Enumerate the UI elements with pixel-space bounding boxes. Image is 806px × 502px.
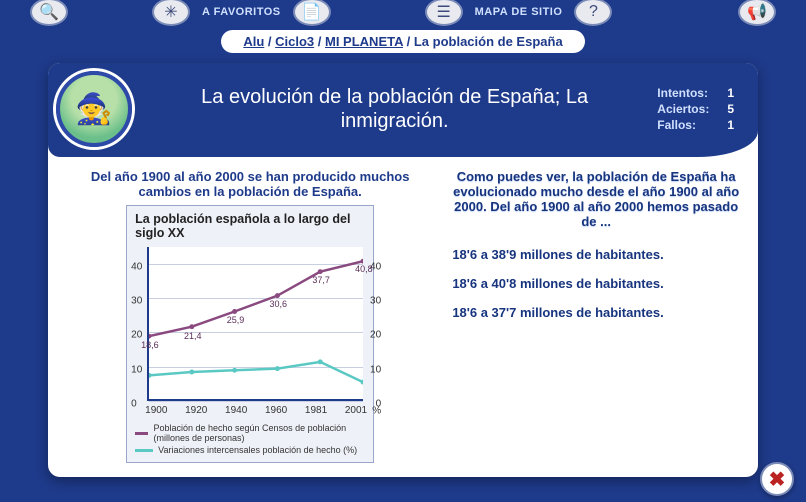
page-title: La evolución de la población de España; … xyxy=(144,85,645,133)
chart-x-labels: 190019201940196019812001 xyxy=(127,403,373,418)
stat-fallos-val: 1 xyxy=(727,118,734,132)
question-text: Como puedes ver, la población de España … xyxy=(448,169,744,229)
legend-swatch-teal xyxy=(135,449,153,452)
chart-legend: Población de hecho según Censos de pobla… xyxy=(127,418,373,462)
lesson-card: 🧙 La evolución de la población de España… xyxy=(48,63,758,477)
breadcrumb-link-2[interactable]: MI PLANETA xyxy=(325,34,403,49)
breadcrumb-link-0[interactable]: Alu xyxy=(243,34,264,49)
stat-intentos-val: 1 xyxy=(727,86,734,100)
chart-plot-area: 001010202030304040%18,621,425,930,637,74… xyxy=(147,247,363,401)
legend-label-1: Variaciones intercensales población de h… xyxy=(158,445,357,455)
card-header: 🧙 La evolución de la población de España… xyxy=(48,63,758,157)
doc-icon[interactable]: 📄 xyxy=(293,0,331,26)
breadcrumb-sep: / xyxy=(318,34,325,49)
stat-fallos-label: Fallos: xyxy=(657,118,709,132)
answer-option-2[interactable]: 18'6 a 37'7 millones de habitantes. xyxy=(452,305,744,320)
score-stats: Intentos: 1 Aciertos: 5 Fallos: 1 xyxy=(657,86,734,132)
card-body: Del año 1900 al año 2000 se han producid… xyxy=(48,157,758,477)
legend-item-0: Población de hecho según Censos de pobla… xyxy=(135,423,365,444)
breadcrumb-current: La población de España xyxy=(414,34,563,49)
breadcrumb-sep: / xyxy=(407,34,414,49)
population-chart: La población española a lo largo del sig… xyxy=(126,205,374,463)
breadcrumb-link-1[interactable]: Ciclo3 xyxy=(275,34,314,49)
sound-icon[interactable]: 📢 xyxy=(738,0,776,26)
top-toolbar: 🔍 ✳ A FAVORITOS 📄 ☰ MAPA DE SITIO ? 📢 xyxy=(0,0,806,30)
breadcrumb: Alu / Ciclo3 / MI PLANETA / La población… xyxy=(221,30,584,53)
stat-intentos-label: Intentos: xyxy=(657,86,709,100)
sitemap-label: MAPA DE SITIO xyxy=(475,6,563,18)
chart-title: La población española a lo largo del sig… xyxy=(127,206,373,243)
legend-label-0: Población de hecho según Censos de pobla… xyxy=(153,423,365,444)
search-icon[interactable]: 🔍 xyxy=(30,0,68,26)
favorites-label: A FAVORITOS xyxy=(202,6,281,18)
avatar: 🧙 xyxy=(56,71,132,147)
legend-swatch-purple xyxy=(135,432,148,435)
sitemap-icon[interactable]: ☰ xyxy=(425,0,463,26)
favorites-icon[interactable]: ✳ xyxy=(152,0,190,26)
answers-list: 18'6 a 38'9 millones de habitantes. 18'6… xyxy=(448,247,744,320)
intro-text: Del año 1900 al año 2000 se han producid… xyxy=(62,169,438,205)
help-icon[interactable]: ? xyxy=(574,0,612,26)
answer-option-1[interactable]: 18'6 a 40'8 millones de habitantes. xyxy=(452,276,744,291)
stat-aciertos-label: Aciertos: xyxy=(657,102,709,116)
legend-item-1: Variaciones intercensales población de h… xyxy=(135,445,365,455)
answer-option-0[interactable]: 18'6 a 38'9 millones de habitantes. xyxy=(452,247,744,262)
close-button[interactable]: ✖ xyxy=(760,462,794,496)
stat-aciertos-val: 5 xyxy=(727,102,734,116)
